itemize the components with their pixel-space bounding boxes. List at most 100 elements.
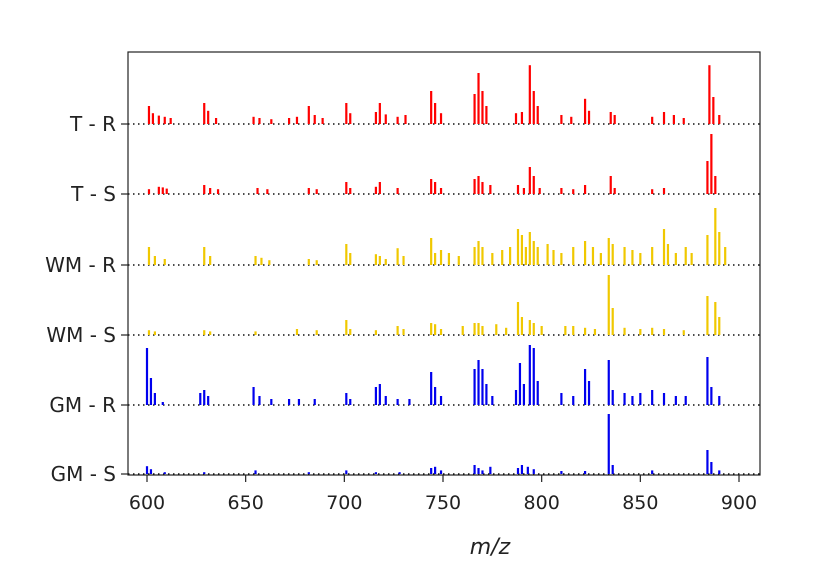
peak-wm-s-26 <box>564 326 567 335</box>
peak-wm-r-2 <box>163 259 166 265</box>
peak-wm-r-9 <box>315 260 318 265</box>
peak-wm-r-16 <box>402 256 405 265</box>
peak-wm-s-14 <box>439 329 443 335</box>
peak-wm-s-25 <box>540 326 543 335</box>
peak-wm-r-46 <box>651 247 654 265</box>
peak-wm-r-1 <box>153 256 156 265</box>
peak-gm-r-10 <box>287 399 291 405</box>
peak-gm-r-46 <box>684 396 687 405</box>
peak-wm-r-39 <box>591 247 595 265</box>
peak-gm-r-37 <box>587 381 591 405</box>
peak-gm-r-13 <box>345 393 348 405</box>
peak-wm-r-44 <box>631 250 634 265</box>
peak-gm-r-31 <box>528 345 531 405</box>
peak-gm-s-14 <box>481 470 484 474</box>
peak-gm-s-15 <box>489 466 492 474</box>
peak-gm-s-6 <box>345 470 348 474</box>
peak-t-r-40 <box>613 115 616 124</box>
peak-t-s-21 <box>481 182 484 194</box>
peak-wm-r-0 <box>147 247 151 265</box>
peak-t-s-8 <box>266 189 269 194</box>
x-tick-label-850: 850 <box>622 492 658 514</box>
peak-wm-r-50 <box>684 247 687 265</box>
peak-wm-r-23 <box>477 241 480 265</box>
peak-wm-s-21 <box>516 302 520 335</box>
peak-t-r-9 <box>258 118 261 124</box>
peak-wm-s-35 <box>662 329 666 335</box>
peak-t-r-23 <box>430 91 433 124</box>
peak-wm-s-3 <box>209 331 212 335</box>
peak-gm-r-29 <box>518 363 522 405</box>
peak-t-r-47 <box>718 115 721 124</box>
peak-gm-r-28 <box>514 390 518 405</box>
peak-gm-r-0 <box>145 348 149 405</box>
peak-t-r-35 <box>560 115 563 124</box>
peak-gm-s-3 <box>203 472 206 474</box>
peak-wm-r-4 <box>209 256 212 265</box>
peak-gm-r-49 <box>718 396 721 405</box>
peak-gm-r-12 <box>313 399 316 405</box>
peak-wm-r-27 <box>508 247 512 265</box>
peak-t-r-36 <box>570 116 573 124</box>
peak-gm-s-11 <box>439 470 443 474</box>
peak-wm-s-7 <box>345 320 348 335</box>
peak-wm-r-55 <box>724 247 727 265</box>
peak-t-s-12 <box>349 188 352 194</box>
peak-wm-r-24 <box>481 247 484 265</box>
peak-gm-s-10 <box>434 466 437 474</box>
peak-t-r-6 <box>207 110 210 124</box>
peak-wm-s-37 <box>706 296 709 335</box>
row-label-t-s: T - S <box>70 182 116 206</box>
peak-wm-r-35 <box>552 250 555 265</box>
peak-wm-r-11 <box>349 253 352 265</box>
peak-wm-s-8 <box>349 329 352 335</box>
peak-gm-s-27 <box>718 470 721 474</box>
peak-t-r-45 <box>708 65 711 124</box>
peak-t-r-38 <box>587 110 591 124</box>
peak-gm-s-25 <box>706 450 709 474</box>
peak-wm-r-52 <box>706 235 709 265</box>
peak-gm-r-16 <box>378 384 381 405</box>
peak-gm-r-32 <box>532 348 535 405</box>
peak-gm-s-12 <box>473 465 476 474</box>
peak-t-r-32 <box>528 65 531 124</box>
peak-gm-r-3 <box>161 402 164 405</box>
peak-t-r-2 <box>157 115 160 124</box>
peak-t-s-26 <box>532 176 535 194</box>
peak-wm-r-17 <box>430 238 433 265</box>
peak-gm-s-13 <box>477 468 480 474</box>
peak-gm-s-22 <box>607 414 610 474</box>
peak-t-r-13 <box>307 106 310 124</box>
x-axis-ticks: 600 650 700 750 800 850 900 <box>129 475 757 514</box>
peak-gm-r-18 <box>396 399 399 405</box>
peak-t-s-4 <box>203 185 206 194</box>
peak-t-s-14 <box>378 182 381 194</box>
peak-wm-r-8 <box>307 259 310 265</box>
peak-wm-r-29 <box>520 235 524 265</box>
peak-wm-s-22 <box>520 317 524 335</box>
peak-t-s-17 <box>434 182 437 194</box>
peak-t-r-11 <box>287 118 291 124</box>
peak-wm-r-42 <box>611 244 614 265</box>
peak-t-r-22 <box>404 115 407 124</box>
peak-wm-s-11 <box>402 329 405 335</box>
peak-wm-r-19 <box>439 250 443 265</box>
peak-t-s-30 <box>583 185 587 194</box>
peak-gm-r-4 <box>199 393 202 405</box>
peak-gm-r-34 <box>560 393 563 405</box>
peak-wm-r-37 <box>572 247 575 265</box>
peak-t-s-29 <box>572 189 575 194</box>
peak-t-r-44 <box>682 118 685 124</box>
peak-wm-s-33 <box>639 329 642 335</box>
peak-wm-s-39 <box>718 317 721 335</box>
peak-wm-r-33 <box>536 247 539 265</box>
peak-wm-r-10 <box>345 244 348 265</box>
peak-t-s-10 <box>315 189 318 194</box>
peak-gm-r-17 <box>384 396 387 405</box>
x-axis-label: m/z <box>470 535 511 560</box>
peak-gm-r-39 <box>611 390 614 405</box>
peak-t-s-23 <box>516 185 520 194</box>
peak-t-r-3 <box>163 116 166 124</box>
peak-wm-r-14 <box>384 259 387 265</box>
